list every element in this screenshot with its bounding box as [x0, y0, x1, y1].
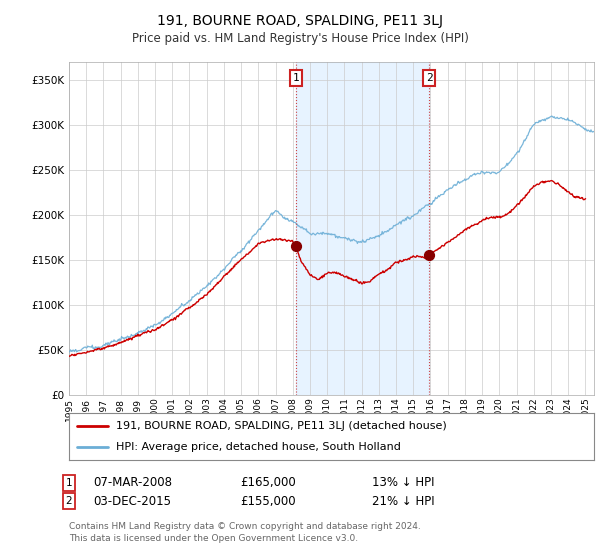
Bar — [296, 62, 429, 395]
Text: 191, BOURNE ROAD, SPALDING, PE11 3LJ (detached house): 191, BOURNE ROAD, SPALDING, PE11 3LJ (de… — [116, 421, 447, 431]
Text: 2: 2 — [426, 73, 433, 83]
Text: 07-MAR-2008: 07-MAR-2008 — [93, 476, 172, 489]
Text: Price paid vs. HM Land Registry's House Price Index (HPI): Price paid vs. HM Land Registry's House … — [131, 32, 469, 45]
Text: 13% ↓ HPI: 13% ↓ HPI — [372, 476, 434, 489]
Point — [424, 251, 434, 260]
Text: 191, BOURNE ROAD, SPALDING, PE11 3LJ: 191, BOURNE ROAD, SPALDING, PE11 3LJ — [157, 14, 443, 28]
Text: 03-DEC-2015: 03-DEC-2015 — [93, 494, 171, 508]
Text: 1: 1 — [292, 73, 299, 83]
Text: £165,000: £165,000 — [240, 476, 296, 489]
Text: 1: 1 — [65, 478, 73, 488]
Text: £155,000: £155,000 — [240, 494, 296, 508]
Text: 21% ↓ HPI: 21% ↓ HPI — [372, 494, 434, 508]
Point — [291, 242, 301, 251]
Text: 2: 2 — [65, 496, 73, 506]
Text: Contains HM Land Registry data © Crown copyright and database right 2024.
This d: Contains HM Land Registry data © Crown c… — [69, 522, 421, 543]
Text: HPI: Average price, detached house, South Holland: HPI: Average price, detached house, Sout… — [116, 442, 401, 452]
